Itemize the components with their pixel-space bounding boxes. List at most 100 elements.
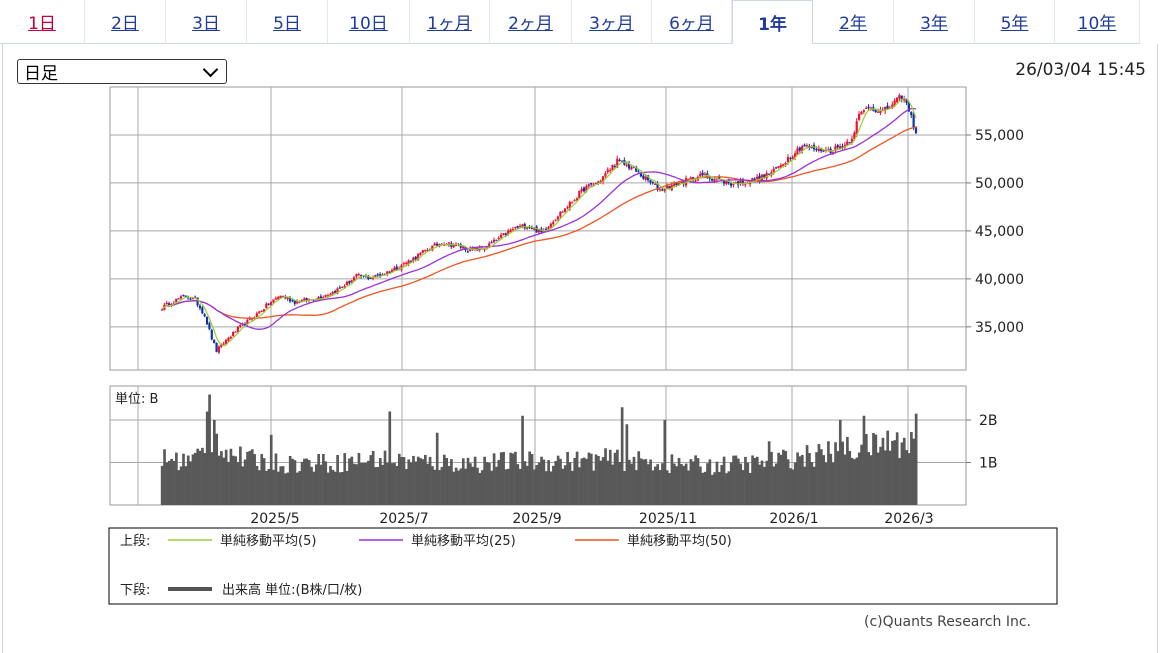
candle-body [663,189,666,191]
x-tick-label: 2026/3 [884,511,933,527]
candle-body [701,172,704,176]
volume-bar [746,462,750,505]
volume-bar [298,471,302,505]
volume-bar [364,462,368,505]
tab-5[interactable]: 10日 [328,0,410,44]
candle-body [473,247,477,250]
candle-body [834,146,837,152]
volume-bar [424,454,427,505]
volume-bar [281,466,285,505]
volume-bar [580,458,584,505]
candle-body [355,274,358,277]
volume-bar [210,452,214,505]
volume-bar [900,442,904,505]
candle-body [585,186,588,192]
volume-bar [729,462,733,505]
period-select[interactable]: 日足 [17,59,227,84]
volume-bar [476,467,479,505]
tab-2[interactable]: 2日 [85,0,166,44]
volume-bar [260,454,264,505]
volume-bar [217,455,221,505]
timestamp: 26/03/04 15:45 [1015,60,1146,80]
x-tick-label: 2025/11 [639,511,697,527]
candle-body [388,271,391,273]
volume-bar [720,464,724,505]
volume-bar [291,458,294,505]
candle-body [488,243,491,248]
candle-body [654,183,657,185]
candle-body [910,111,913,116]
volume-bar [684,463,688,505]
tab-1[interactable]: 1日 [0,0,85,44]
volume-bar [786,459,790,505]
candle-body [796,148,799,155]
volume-bar [246,451,249,505]
volume-bar [888,450,892,505]
volume-bar [843,454,847,505]
volume-bar [405,469,408,505]
volume-bar [378,458,382,505]
candle-body [914,127,918,134]
volume-bar [400,457,403,505]
volume-bar [198,450,202,505]
volume-bar [623,470,626,505]
tab-11[interactable]: 2年 [813,0,894,44]
candle-body [850,138,854,143]
volume-bar [691,461,695,505]
tab-12[interactable]: 3年 [894,0,975,44]
volume-bar [770,451,773,505]
volume-bar [784,451,788,505]
volume-bar [642,459,645,505]
tab-4[interactable]: 5日 [247,0,328,44]
candle-body [469,248,472,252]
tab-7[interactable]: 2ヶ月 [490,0,572,44]
candle-body [191,297,194,300]
tab-9[interactable]: 6ヶ月 [652,0,732,44]
candle-body [820,147,823,152]
volume-bar [431,466,434,505]
volume-bar [874,434,878,505]
candle-body [189,298,192,300]
candle-body [765,173,768,179]
volume-bar [265,470,268,505]
volume-bar [848,451,852,505]
volume-bar [231,455,235,505]
candle-body [912,114,915,128]
tab-3[interactable]: 3日 [166,0,247,44]
volume-bar [426,463,430,505]
tab-14[interactable]: 10年 [1055,0,1140,44]
tab-8[interactable]: 3ヶ月 [572,0,652,44]
candle-body [234,331,237,333]
volume-bar [853,459,856,505]
volume-bar [701,472,705,505]
candle-body [514,227,517,229]
candle-body [341,287,344,289]
volume-bar [812,466,816,505]
volume-bar [412,455,415,505]
volume-bar [189,461,192,505]
candle-body [616,158,619,168]
tab-6[interactable]: 1ヶ月 [410,0,490,44]
tab-13[interactable]: 5年 [975,0,1055,44]
legend-volume-label: 出来高 単位:(B株/口/枚) [222,582,362,598]
candle-body [499,234,503,238]
candle-body [409,261,413,263]
candle-body [511,228,515,230]
candle-body [184,295,187,297]
candle-body [853,132,856,140]
candle-body [836,145,839,148]
tab-10[interactable]: 1年 [732,0,813,44]
volume-bar [604,448,607,505]
candle-body [891,104,894,109]
candle-body [390,269,394,273]
volume-bar [829,453,833,505]
volume-bar [502,452,505,505]
volume-bar [862,415,866,505]
volume-bar [248,450,252,505]
volume-bar [326,472,330,505]
volume-bar [293,460,297,505]
volume-bar [307,460,311,505]
candle-body [333,291,337,293]
price-tick-label: 45,000 [975,224,1024,240]
volume-bar [789,468,792,505]
